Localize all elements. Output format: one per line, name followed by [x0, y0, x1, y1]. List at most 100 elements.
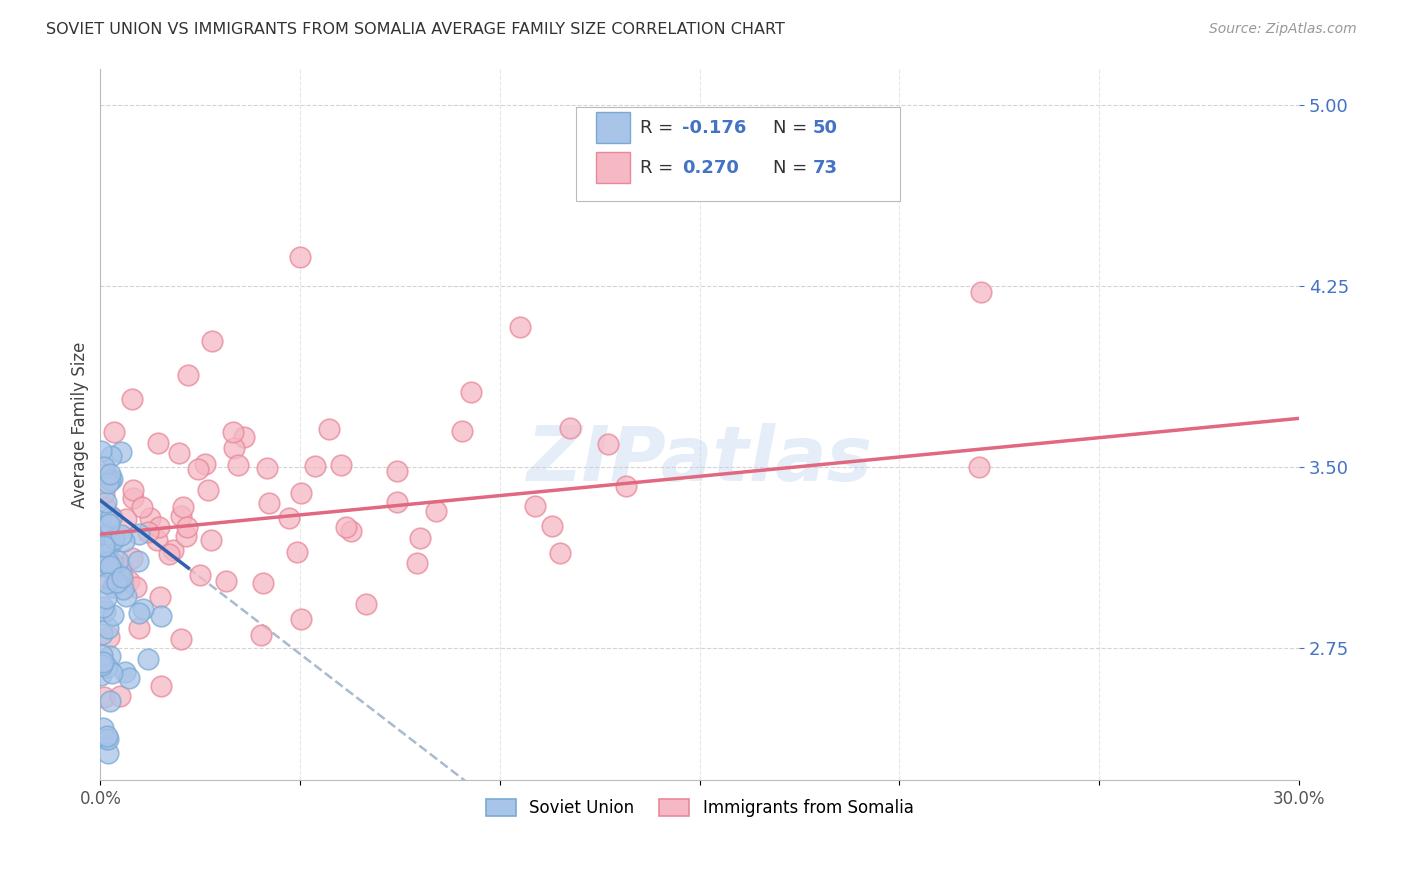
Point [967, 459, 990, 474]
Point [509, 319, 531, 334]
Point [112, 574, 135, 589]
Point [290, 612, 312, 626]
Point [100, 473, 122, 487]
Point [172, 500, 194, 514]
Point [558, 421, 581, 435]
Point [150, 609, 173, 624]
Point [97, 476, 120, 491]
Point [90, 668, 112, 682]
Point [285, 545, 308, 559]
Point [149, 590, 172, 604]
Point [598, 436, 620, 450]
Point [94, 536, 117, 550]
Point [200, 533, 222, 548]
Point [425, 504, 447, 518]
Point [114, 665, 136, 680]
Point [150, 679, 173, 693]
Point [201, 334, 224, 348]
Point [118, 671, 141, 685]
Text: Source: ZipAtlas.com: Source: ZipAtlas.com [1209, 22, 1357, 37]
Point [94, 536, 117, 550]
Point [335, 520, 357, 534]
Point [94, 591, 117, 605]
Point [197, 483, 219, 498]
Point [232, 430, 254, 444]
Text: N =: N = [773, 159, 813, 177]
Point [100, 666, 122, 681]
Point [125, 581, 148, 595]
Point [90, 444, 112, 458]
Point [259, 496, 281, 510]
Point [226, 458, 249, 473]
Point [100, 449, 122, 463]
Point [94, 547, 117, 561]
Point [93, 690, 115, 704]
Point [100, 510, 122, 524]
Point [93, 486, 115, 500]
Point [329, 458, 352, 472]
Point [136, 524, 159, 539]
Point [354, 597, 377, 611]
Point [91, 600, 114, 615]
Point [111, 582, 134, 596]
Point [121, 550, 143, 565]
Point [97, 517, 120, 532]
Point [97, 622, 120, 636]
Point [146, 533, 169, 547]
Point [115, 512, 138, 526]
Point [110, 561, 132, 575]
Point [96, 660, 118, 674]
Point [128, 607, 150, 621]
Point [288, 250, 311, 264]
Point [107, 554, 129, 568]
Point [91, 721, 114, 735]
Point [93, 540, 115, 554]
Point [96, 575, 118, 590]
Point [97, 731, 120, 746]
Point [170, 632, 193, 646]
Point [214, 574, 236, 589]
Point [101, 509, 124, 524]
Point [550, 545, 572, 559]
Point [100, 537, 122, 551]
Point [98, 558, 121, 573]
Point [97, 527, 120, 541]
Point [540, 519, 562, 533]
Point [110, 689, 132, 703]
Point [98, 649, 121, 664]
Point [101, 472, 124, 486]
Point [93, 459, 115, 474]
Point [614, 479, 637, 493]
Point [451, 424, 474, 438]
Point [139, 511, 162, 525]
Point [340, 524, 363, 538]
Point [127, 554, 149, 568]
Point [385, 495, 408, 509]
Point [107, 575, 129, 590]
Point [100, 561, 122, 575]
Point [93, 500, 115, 515]
Point [97, 555, 120, 569]
Point [98, 694, 121, 708]
Point [101, 555, 124, 569]
Point [96, 729, 118, 743]
Point [121, 392, 143, 406]
Text: 50: 50 [813, 119, 838, 136]
Text: SOVIET UNION VS IMMIGRANTS FROM SOMALIA AVERAGE FAMILY SIZE CORRELATION CHART: SOVIET UNION VS IMMIGRANTS FROM SOMALIA … [46, 22, 786, 37]
Text: 73: 73 [813, 159, 838, 177]
Text: R =: R = [640, 119, 679, 136]
Point [136, 651, 159, 665]
Point [318, 421, 340, 435]
Point [90, 509, 112, 524]
Text: -0.176: -0.176 [682, 119, 747, 136]
Point [460, 385, 482, 400]
Point [177, 368, 200, 382]
Point [90, 523, 112, 537]
Point [98, 467, 121, 482]
Point [103, 532, 125, 546]
Point [406, 556, 429, 570]
Point [104, 576, 127, 591]
Point [96, 571, 118, 585]
Point [97, 630, 120, 644]
Point [122, 491, 145, 505]
